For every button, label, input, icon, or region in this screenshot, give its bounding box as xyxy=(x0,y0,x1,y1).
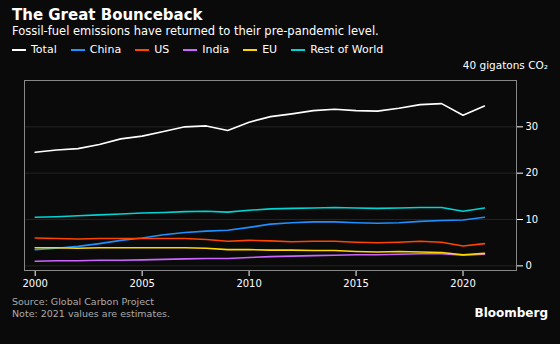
html-text:Rest of World: Rest of World xyxy=(310,43,384,56)
svg-text:10: 10 xyxy=(526,214,539,225)
html-text:Note: 2021 values are estimate: Note: 2021 values are estimates. xyxy=(12,308,170,319)
html-text:40 gigatons CO₂: 40 gigatons CO₂ xyxy=(462,59,548,71)
svg-text:2020: 2020 xyxy=(450,278,475,289)
html-text:Total: Total xyxy=(31,43,57,56)
svg-text:2015: 2015 xyxy=(343,278,368,289)
html-text:US: US xyxy=(154,43,170,56)
svg-text:30: 30 xyxy=(526,121,539,132)
svg-text:2005: 2005 xyxy=(129,278,154,289)
svg-text:0: 0 xyxy=(526,260,532,271)
svg-text:2010: 2010 xyxy=(236,278,261,289)
html-text:Bloomberg: Bloomberg xyxy=(474,306,548,320)
html-text:Source: Global Carbon Project: Source: Global Carbon Project xyxy=(12,296,154,307)
html-text:EU: EU xyxy=(262,43,278,56)
svg-text:20: 20 xyxy=(526,167,539,178)
html-text:India: India xyxy=(202,43,230,56)
html-text:China: China xyxy=(89,43,122,56)
html-text:The Great Bounceback: The Great Bounceback xyxy=(12,6,203,24)
html-text:Fossil-fuel emissions have ret: Fossil-fuel emissions have returned to t… xyxy=(12,24,379,38)
svg-text:2000: 2000 xyxy=(22,278,47,289)
